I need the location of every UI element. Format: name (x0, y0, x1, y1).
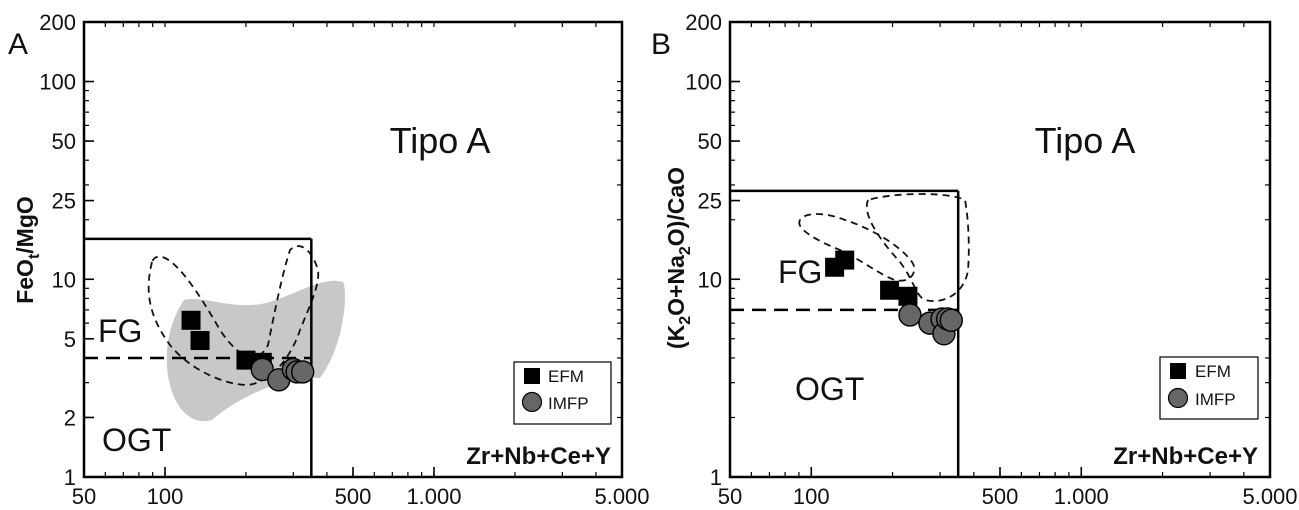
region-tipo-a: Tipo A (390, 120, 491, 161)
y-tick-label: 50 (698, 129, 722, 154)
field-boundaries-b (730, 189, 960, 477)
imfp-point (290, 360, 315, 384)
x-tick-label: 500 (982, 484, 1019, 509)
efm-point (236, 350, 256, 370)
x-tick-label: 50 (72, 484, 96, 509)
y-tick-label: 25 (52, 189, 76, 214)
y-tick-label: 10 (698, 267, 722, 292)
imfp-point (250, 357, 274, 382)
legend-marker-imfp-a (521, 391, 543, 413)
legend-b: EFM IMFP (1159, 356, 1259, 420)
y-tick-label: 1 (710, 465, 722, 490)
legend-marker-efm-a (524, 368, 540, 384)
imfp-point (939, 308, 963, 333)
y-tick-label: 25 (698, 189, 722, 214)
data-marks-b (825, 250, 963, 346)
x-tick-label: 5.000 (594, 484, 649, 509)
x-tick-label: 1.000 (1054, 484, 1109, 509)
dashed-field-b1 (798, 213, 916, 282)
axis-ticks-b: 50 100 500 1.000 5.000 1 10 25 50 100 200 (685, 10, 1297, 509)
x-tick-label: 5.000 (1242, 484, 1297, 509)
legend-label-efm-b: EFM (1195, 362, 1231, 381)
legend-label-efm-a: EFM (548, 367, 584, 386)
efm-point (181, 310, 201, 330)
region-ogt-b: OGT (795, 371, 864, 407)
y-axis-label-b: (K2O+Na2O)/CaO (663, 167, 694, 349)
y-tick-label: 50 (52, 129, 76, 154)
data-marks-a (181, 310, 315, 392)
legend-marker-efm-b (1170, 363, 1186, 379)
y-tick-label: 100 (39, 70, 76, 95)
legend-label-imfp-b: IMFP (1195, 390, 1236, 409)
region-fg-b: FG (778, 254, 822, 290)
efm-point (190, 331, 210, 351)
panel-b: 50 100 500 1.000 5.000 1 10 25 50 100 200 B Tipo A… (651, 10, 1298, 509)
y-tick-label: 1 (64, 465, 76, 490)
y-tick-label: 2 (64, 405, 76, 430)
gray-field-a (166, 280, 346, 422)
field-boundaries-a (84, 237, 313, 477)
panel-letter-b: B (651, 28, 671, 61)
y-tick-label: 10 (52, 267, 76, 292)
dashed-field-b2 (865, 193, 970, 302)
legend-label-imfp-a: IMFP (548, 394, 589, 413)
x-tick-label: 100 (793, 484, 830, 509)
efm-point (898, 286, 918, 306)
region-tipo-a-b: Tipo A (1035, 120, 1136, 161)
x-axis-label-a: Zr+Nb+Ce+Y (466, 443, 611, 470)
y-tick-label: 5 (64, 327, 76, 352)
y-tick-label: 100 (685, 70, 722, 95)
y-tick-label: 200 (685, 10, 722, 35)
x-axis-label-b: Zr+Nb+Ce+Y (1113, 443, 1258, 470)
x-tick-label: 50 (718, 484, 742, 509)
legend-a: EFM IMFP (513, 361, 612, 425)
x-tick-label: 500 (335, 484, 372, 509)
region-fg: FG (98, 313, 142, 349)
efm-point (880, 280, 900, 300)
panel-letter-a: A (8, 28, 28, 61)
y-axis-label-a: FeOt/MgO (12, 196, 43, 304)
region-ogt: OGT (102, 422, 171, 458)
dashed-field-a (147, 245, 320, 386)
x-tick-label: 100 (147, 484, 184, 509)
efm-point (835, 250, 855, 270)
imfp-point (898, 303, 922, 327)
y-tick-label: 200 (39, 10, 76, 35)
legend-marker-imfp-b (1167, 387, 1189, 409)
x-tick-label: 1.000 (406, 484, 461, 509)
